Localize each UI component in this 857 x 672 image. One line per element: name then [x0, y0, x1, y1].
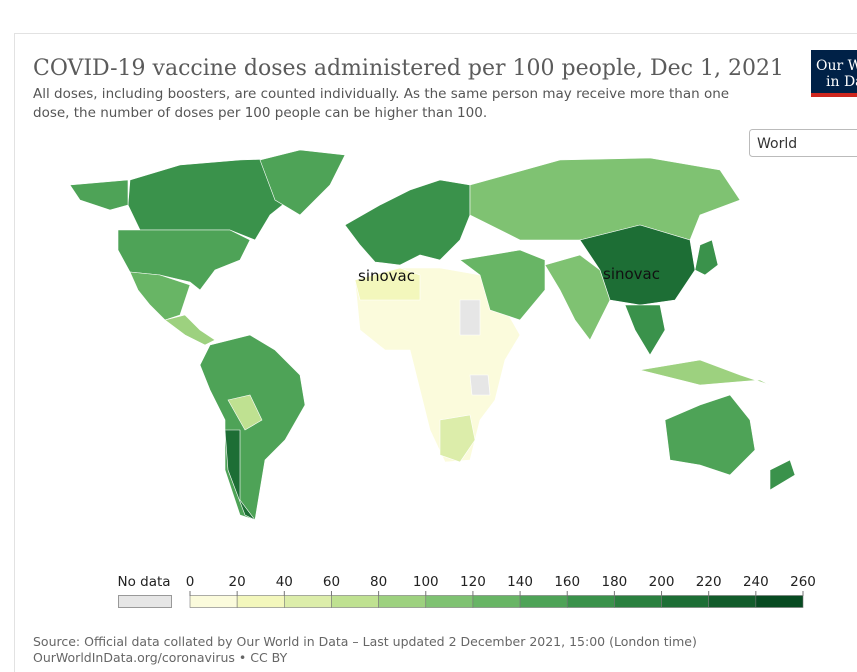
legend-tick-label: 40 — [276, 574, 293, 590]
title: COVID-19 vaccine doses administered per … — [33, 56, 784, 81]
legend-swatch — [378, 595, 427, 608]
legend-swatch — [284, 595, 332, 608]
china — [579, 224, 696, 306]
no-data-region — [469, 374, 491, 396]
australia — [664, 394, 756, 476]
legend-tick-label: 260 — [790, 574, 816, 590]
legend: No data 0 20 40 60 80 100 120 140 160 180 200 220 24… — [117, 574, 816, 608]
legend-swatch — [331, 595, 379, 608]
legend-tick-label: 20 — [229, 574, 246, 590]
region-select[interactable]: World — [749, 129, 857, 157]
legend-tick-label: 160 — [554, 574, 580, 590]
logo[interactable]: Our World in Data — [811, 50, 857, 97]
legend-swatch — [661, 595, 709, 608]
greenland — [259, 149, 346, 216]
logo-box — [811, 50, 857, 96]
legend-tick-label: 120 — [460, 574, 486, 590]
legend-tick-label: 180 — [601, 574, 627, 590]
legend-tick-label: 140 — [507, 574, 533, 590]
no-data-region — [459, 299, 481, 336]
indonesia — [639, 359, 771, 386]
bolivia — [227, 394, 263, 431]
legend-swatch — [189, 595, 238, 608]
legend-swatch — [614, 595, 662, 608]
legend-swatch — [472, 595, 521, 608]
legend-no-data-label: No data — [117, 574, 170, 590]
legend-no-data-swatch — [118, 595, 172, 608]
legend-swatch — [519, 595, 568, 608]
legend-swatch — [566, 595, 615, 608]
legend-swatch — [425, 595, 474, 608]
annotation: sinovac — [358, 267, 415, 285]
legend-tick-label: 80 — [370, 574, 387, 590]
world-map — [69, 149, 796, 521]
chile — [224, 429, 256, 521]
alaska — [69, 179, 129, 211]
subtitle: All doses, including boosters, are count… — [33, 86, 729, 102]
north-africa — [354, 267, 421, 301]
southeast-asia — [624, 304, 666, 356]
south-america — [199, 334, 306, 521]
russia — [469, 157, 741, 241]
japan — [694, 239, 719, 276]
central-america — [164, 314, 216, 346]
legend-tick-label: 60 — [323, 574, 340, 590]
canada — [127, 157, 301, 241]
logo-text: Our World — [816, 58, 857, 74]
usa — [117, 229, 251, 291]
select-value: World — [757, 136, 797, 152]
south-asia — [544, 254, 611, 341]
legend-swatch — [236, 595, 285, 608]
source: Source: Official data collated by Our Wo… — [33, 634, 697, 649]
source-link[interactable]: OurWorldInData.org/coronavirus • CC BY — [33, 650, 288, 665]
subtitle: dose, the number of doses per 100 people… — [33, 105, 487, 121]
legend-swatch — [708, 595, 757, 608]
legend-swatch — [755, 595, 804, 608]
select-box — [749, 129, 857, 157]
middle-east — [459, 249, 546, 321]
europe — [344, 179, 471, 266]
legend-tick-label: 220 — [696, 574, 722, 590]
legend-tick-label: 0 — [186, 574, 195, 590]
annotation: sinovac — [603, 265, 660, 283]
southern-africa — [439, 414, 476, 463]
mexico — [129, 271, 191, 321]
legend-tick-label: 200 — [649, 574, 675, 590]
logo-bar — [811, 93, 857, 97]
legend-tick-label: 240 — [743, 574, 769, 590]
logo-text: in Data — [826, 74, 857, 90]
new-zealand — [769, 459, 796, 491]
legend-tick-label: 100 — [413, 574, 439, 590]
